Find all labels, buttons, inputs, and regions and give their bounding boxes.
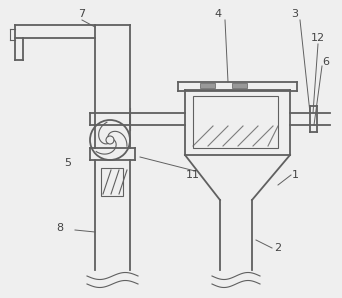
Text: 12: 12 bbox=[311, 33, 325, 43]
Text: 6: 6 bbox=[323, 57, 329, 67]
Text: 3: 3 bbox=[291, 9, 299, 19]
Text: 2: 2 bbox=[274, 243, 281, 253]
Text: 1: 1 bbox=[291, 170, 299, 180]
Text: 7: 7 bbox=[78, 9, 86, 19]
Bar bbox=[101, 168, 123, 196]
Text: 4: 4 bbox=[214, 9, 222, 19]
Bar bbox=[193, 96, 278, 148]
Bar bbox=[200, 83, 215, 88]
Text: 11: 11 bbox=[186, 170, 200, 180]
Text: 5: 5 bbox=[65, 158, 71, 168]
Text: 8: 8 bbox=[56, 223, 64, 233]
Bar bbox=[232, 83, 247, 88]
